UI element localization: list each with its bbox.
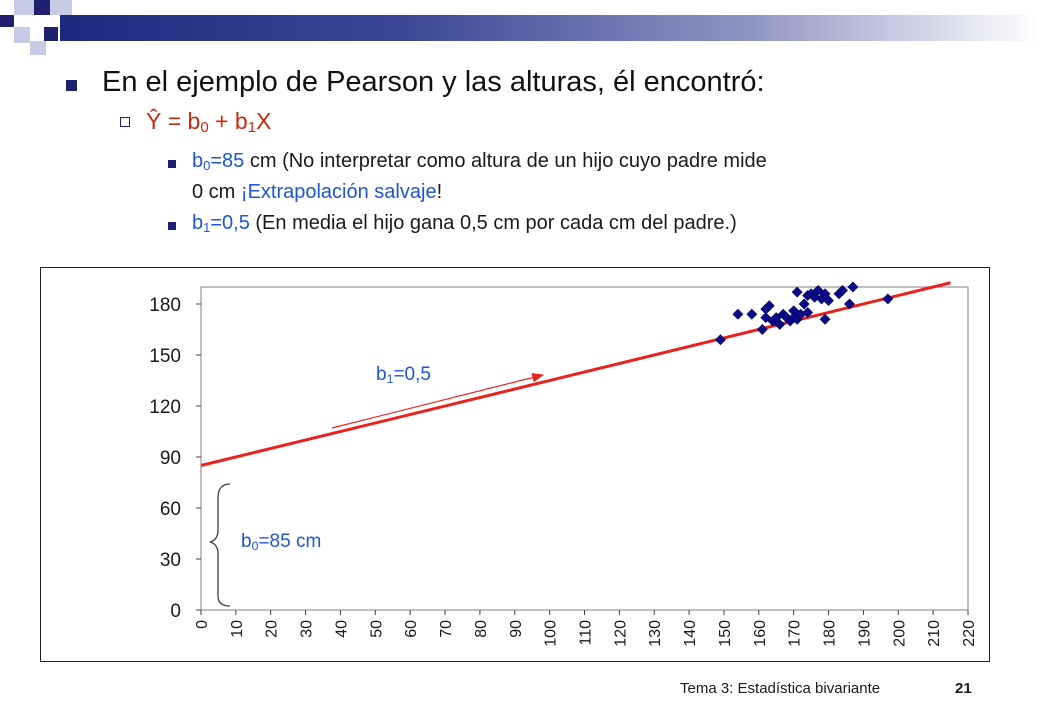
plot-area [200, 286, 969, 611]
x-tick-label: 100 [543, 620, 560, 647]
regression-equation: Ŷ = b0 + b1X [146, 108, 272, 136]
data-point [844, 298, 855, 310]
x-tick-label: 190 [856, 620, 873, 647]
logo-square-blue-3 [44, 27, 58, 41]
x-tick-label: 200 [891, 620, 908, 647]
small-bullet-icon [168, 222, 176, 230]
data-point [798, 298, 810, 310]
slope-label: b1=0,5 [376, 364, 431, 386]
x-tick-label: 50 [368, 620, 385, 638]
data-point [791, 286, 803, 298]
page-number: 21 [955, 680, 972, 697]
x-tick-label: 60 [403, 620, 420, 638]
data-point [756, 324, 768, 335]
intercept-label: b0=85 cm [241, 531, 322, 553]
y-tick-label: 90 [160, 448, 181, 469]
footer-title: Tema 3: Estadística bivariante [680, 680, 881, 697]
b1-bullet: b1=0,5 (En media el hijo gana 0,5 cm por… [192, 212, 737, 235]
x-tick-label: 180 [822, 620, 839, 647]
x-tick-label: 20 [264, 620, 281, 638]
data-point [732, 308, 744, 320]
logo-square-light-4 [30, 41, 46, 55]
regression-line [200, 281, 951, 467]
data-point [837, 284, 848, 296]
intercept-brace [209, 483, 231, 607]
x-tick-label: 140 [682, 620, 699, 647]
hollow-bullet-icon [120, 117, 130, 127]
x-tick-label: 110 [578, 620, 595, 646]
slope-arrow [331, 372, 545, 429]
x-tick-label: 160 [752, 620, 769, 647]
data-point [763, 300, 775, 312]
x-tick-label: 80 [473, 620, 490, 638]
x-tick-label: 10 [229, 620, 246, 638]
data-point [774, 318, 786, 330]
x-tick-label: 120 [612, 620, 629, 647]
x-tick-label: 70 [438, 620, 455, 638]
logo-square-light-1 [14, 0, 34, 15]
data-point [715, 334, 726, 346]
title-bar [60, 15, 1040, 41]
logo-square-light-3 [14, 27, 30, 43]
x-tick-label: 130 [647, 620, 664, 647]
data-point [847, 281, 859, 293]
data-point [819, 313, 831, 325]
x-tick-label: 0 [194, 620, 211, 629]
y-tick-label: 60 [160, 499, 181, 520]
y-tick-label: 120 [149, 397, 181, 418]
data-point [882, 293, 894, 305]
x-tick-label: 150 [717, 620, 734, 647]
y-tick-label: 180 [149, 295, 181, 316]
data-point [746, 308, 758, 320]
logo-square-blue-1 [0, 15, 14, 27]
y-tick-label: 30 [160, 550, 181, 571]
x-tick-label: 220 [961, 620, 978, 647]
x-tick-label: 170 [787, 620, 804, 647]
x-tick-label: 210 [926, 620, 943, 647]
y-tick-label: 0 [170, 601, 181, 622]
data-point [823, 295, 834, 307]
bullet-square-icon [66, 80, 77, 91]
y-tick-label: 150 [149, 346, 181, 367]
logo-square-blue-2 [34, 0, 50, 15]
logo-square-light-2 [50, 0, 72, 15]
x-tick-label: 40 [333, 620, 350, 638]
data-point [802, 307, 814, 318]
slide-heading: En el ejemplo de Pearson y las alturas, … [102, 66, 765, 98]
chart-frame [40, 267, 990, 662]
x-tick-label: 90 [508, 620, 525, 638]
x-tick-label: 30 [299, 620, 316, 638]
b0-bullet: b0=85 cm (No interpretar como altura de … [192, 150, 767, 203]
small-bullet-icon [168, 160, 176, 168]
